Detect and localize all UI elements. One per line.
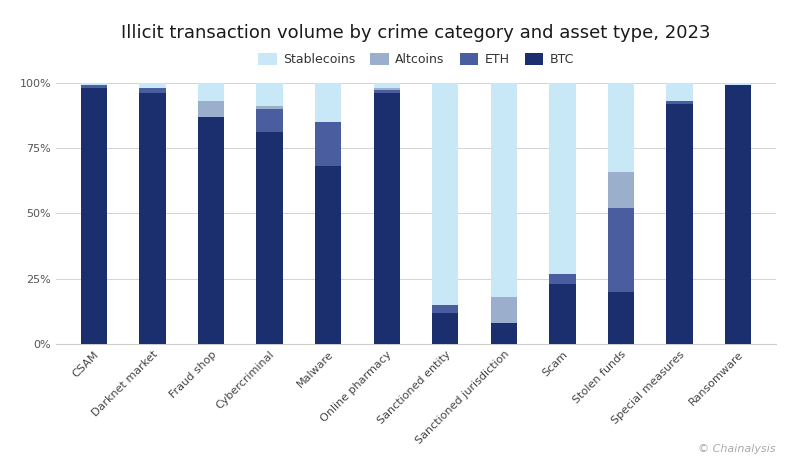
Bar	[81, 88, 107, 344]
Bar	[666, 101, 693, 104]
Bar	[315, 166, 342, 344]
Bar	[81, 85, 107, 88]
Bar	[725, 85, 751, 344]
Bar	[549, 83, 575, 274]
Bar	[432, 313, 458, 344]
Bar	[374, 93, 400, 344]
Bar	[432, 305, 458, 313]
Bar	[315, 83, 342, 122]
Bar	[139, 83, 166, 88]
Bar	[490, 83, 517, 297]
Bar	[374, 88, 400, 90]
Bar	[725, 83, 751, 85]
Bar	[257, 109, 283, 132]
Bar	[257, 106, 283, 109]
Bar	[374, 90, 400, 93]
Bar	[608, 208, 634, 292]
Bar	[608, 172, 634, 208]
Bar	[198, 117, 224, 344]
Legend: Stablecoins, Altcoins, ETH, BTC: Stablecoins, Altcoins, ETH, BTC	[253, 48, 579, 71]
Bar	[432, 83, 458, 305]
Bar	[81, 83, 107, 85]
Title: Illicit transaction volume by crime category and asset type, 2023: Illicit transaction volume by crime cate…	[122, 24, 710, 42]
Bar	[257, 132, 283, 344]
Bar	[374, 83, 400, 88]
Bar	[666, 104, 693, 344]
Bar	[490, 323, 517, 344]
Bar	[608, 83, 634, 172]
Bar	[198, 101, 224, 117]
Bar	[608, 292, 634, 344]
Bar	[490, 297, 517, 323]
Bar	[315, 122, 342, 166]
Bar	[549, 284, 575, 344]
Bar	[198, 83, 224, 101]
Text: © Chainalysis: © Chainalysis	[698, 444, 776, 454]
Bar	[139, 93, 166, 344]
Bar	[139, 88, 166, 93]
Bar	[257, 83, 283, 106]
Bar	[666, 83, 693, 101]
Bar	[549, 274, 575, 284]
